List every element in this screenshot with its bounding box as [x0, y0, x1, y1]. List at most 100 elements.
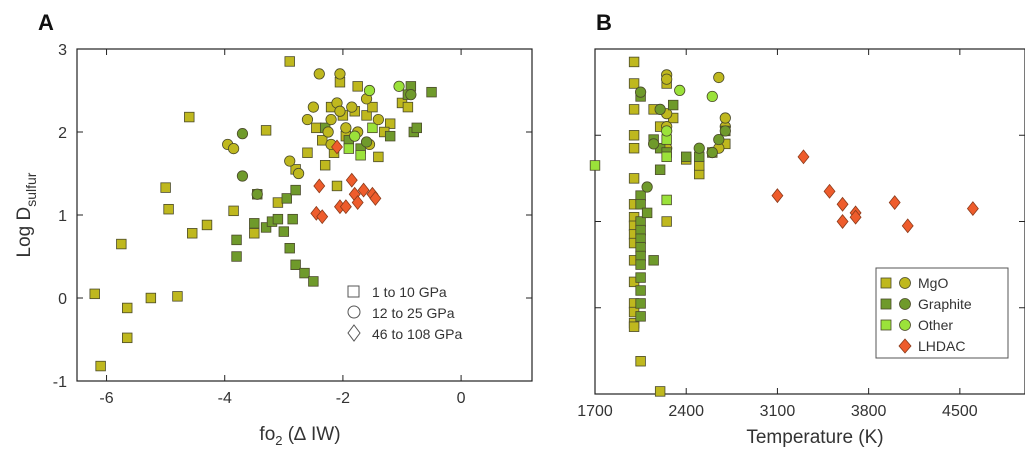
- legend-mgo-square-marker: [880, 277, 892, 289]
- panel-b-square-point: [635, 242, 646, 253]
- legend-square-marker: [347, 285, 360, 298]
- panel-b-square-point: [635, 356, 646, 367]
- panel-b-legend-label-lhdac: LHDAC: [918, 338, 965, 354]
- panel-b-circle-point: [654, 103, 666, 115]
- panel-a-circle-point: [349, 130, 361, 142]
- panel-a-plot-frame: [76, 48, 533, 382]
- panel-a-circle-point: [340, 122, 352, 134]
- panel-b-square-point: [694, 160, 705, 171]
- panel-b-diamond-point: [849, 209, 862, 225]
- panel-a-square-point: [172, 291, 183, 302]
- panel-a-circle-point: [346, 101, 358, 113]
- panel-b-circle-point: [635, 86, 647, 98]
- panel-b-square-point: [648, 255, 659, 266]
- panel-a-circle-point: [313, 68, 325, 80]
- panel-a-y-tick-label: 0: [58, 291, 67, 308]
- panel-a-circle-point: [405, 89, 417, 101]
- panel-a-circle-point: [393, 80, 405, 92]
- panel-a-xlabel: fo2 (∆ IW): [259, 424, 340, 448]
- panel-a-square-point: [145, 292, 157, 304]
- panel-a-diamond-point: [357, 182, 370, 198]
- panel-b-legend-label-other: Other: [918, 317, 953, 333]
- panel-a-square-point: [402, 101, 414, 113]
- panel-a-square-point: [361, 110, 372, 121]
- panel-b-square-point: [654, 164, 666, 175]
- panel-b-square-point: [635, 272, 646, 283]
- panel-b-circle-point: [719, 125, 731, 137]
- panel-a-y-tick-label: 3: [58, 42, 67, 59]
- panel-a-square-point: [284, 56, 295, 67]
- panel-a-square-point: [373, 151, 384, 163]
- panel-a-square-point: [411, 122, 422, 134]
- panel-b-circle-point: [674, 84, 686, 97]
- panel-b-circle-point: [713, 133, 725, 146]
- panel-a-diamond-point: [345, 172, 358, 188]
- panel-b-square-point: [681, 151, 692, 163]
- panel-b-diamond-point: [966, 201, 979, 217]
- panel-a-square-point: [384, 118, 396, 129]
- legend-other-square-marker: [880, 319, 892, 331]
- panel-a-diamond-point: [313, 178, 326, 194]
- panel-a-ylabel-main: Log D: [14, 207, 35, 258]
- panel-a-square-point: [308, 276, 319, 287]
- panel-a-square-point: [319, 159, 331, 171]
- panel-b-square-point: [589, 160, 601, 171]
- panel-b-square-point: [654, 386, 666, 397]
- panel-a-x-tick-label: -6: [99, 390, 113, 407]
- panel-a-square-point: [89, 288, 100, 300]
- panel-a-circle-point: [363, 84, 376, 97]
- panel-a-legend-label-3: 46 to 108 GPa: [372, 326, 463, 342]
- panel-b-square-point: [635, 259, 646, 270]
- panel-b-circle-point: [648, 138, 660, 150]
- panel-b-square-point: [641, 207, 653, 219]
- panel-b-legend: MgO Graphite Other LHDAC: [875, 267, 1009, 359]
- panel-b-square-point: [661, 194, 672, 206]
- panel-a-square-point: [290, 184, 301, 196]
- panel-b-legend-box: [875, 267, 1009, 359]
- panel-a-square-point: [116, 238, 127, 250]
- panel-b-square-point: [694, 168, 705, 180]
- panel-a-circle-point: [307, 101, 319, 113]
- panel-b-circle-point: [641, 181, 653, 193]
- panel-a-square-point: [187, 228, 198, 239]
- panel-b-square-point: [628, 130, 640, 141]
- panel-b-circle-point: [706, 90, 718, 103]
- legend-circle-marker: [347, 305, 361, 319]
- panel-a-square-point: [302, 147, 313, 158]
- panel-a: -6 -4 -2 0 -1 0 1 2 3: [53, 42, 533, 407]
- panel-a-square-point: [231, 251, 242, 262]
- panel-a-circle-point: [334, 68, 346, 80]
- panel-b-square-point: [661, 216, 672, 227]
- panel-b-square-point: [635, 224, 646, 236]
- panel-a-square-point: [95, 360, 106, 372]
- panel-a-square-point: [160, 182, 171, 193]
- legend-mgo-circle-marker: [899, 277, 911, 289]
- panel-a-square-point: [260, 222, 272, 233]
- panel-b-diamond-point: [836, 214, 849, 229]
- panel-letter-b: B: [596, 10, 612, 35]
- panel-a-legend: 1 to 10 GPa 12 to 25 GPa 46 to 108 GPa: [347, 284, 463, 342]
- panel-b-square-point: [628, 78, 640, 89]
- panel-a-square-point: [249, 218, 260, 229]
- panel-a-circle-point: [301, 113, 314, 126]
- panel-a-circle-point: [251, 188, 263, 200]
- panel-b-square-point: [635, 311, 646, 322]
- panel-a-y-tick-label: 2: [58, 125, 67, 142]
- panel-b-square-point: [667, 99, 679, 111]
- panel-a-square-point: [290, 259, 301, 271]
- panel-b-circle-point: [706, 146, 718, 159]
- panel-b-square-point: [628, 321, 640, 332]
- panel-b-square-point: [635, 233, 646, 244]
- panel-a-square-point: [384, 130, 396, 142]
- panel-b-diamond-point: [771, 188, 784, 204]
- panel-a-x-tick-label: -2: [336, 390, 350, 407]
- panel-a-square-point: [284, 242, 295, 254]
- panel-b-circle-point: [693, 142, 705, 154]
- panel-a-diamond-point: [369, 190, 382, 206]
- panel-a-x-tick-label: -4: [218, 390, 232, 407]
- panel-b-square-point: [635, 285, 646, 296]
- panel-a-circle-point: [284, 155, 296, 167]
- panel-a-circle-point: [372, 113, 384, 126]
- panel-b-square-point: [635, 250, 646, 262]
